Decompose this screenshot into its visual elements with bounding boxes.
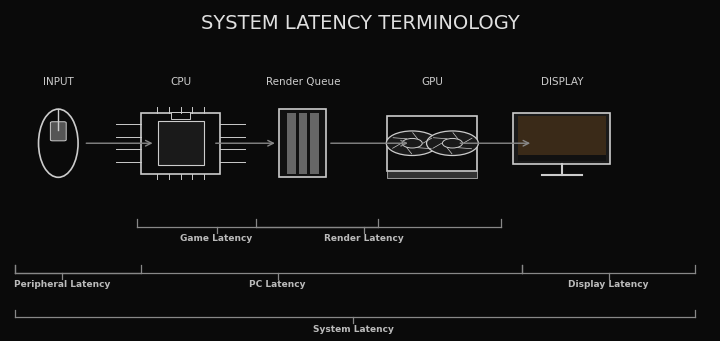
Text: INPUT: INPUT xyxy=(43,77,73,87)
Text: PC Latency: PC Latency xyxy=(249,280,306,289)
Text: Display Latency: Display Latency xyxy=(568,280,649,289)
Text: GPU: GPU xyxy=(421,77,444,87)
Bar xyxy=(299,113,307,174)
Text: Peripheral Latency: Peripheral Latency xyxy=(14,280,110,289)
Text: System Latency: System Latency xyxy=(312,325,394,333)
Bar xyxy=(513,113,611,164)
Text: Game Latency: Game Latency xyxy=(181,234,253,243)
Text: CPU: CPU xyxy=(170,77,191,87)
Text: Render Latency: Render Latency xyxy=(324,234,404,243)
Bar xyxy=(279,109,326,177)
Bar xyxy=(171,112,190,119)
FancyBboxPatch shape xyxy=(50,122,66,141)
Bar xyxy=(387,170,477,178)
Text: SYSTEM LATENCY TERMINOLOGY: SYSTEM LATENCY TERMINOLOGY xyxy=(201,14,520,33)
Bar xyxy=(387,116,477,170)
Bar xyxy=(287,113,296,174)
Bar xyxy=(158,121,204,165)
Bar xyxy=(518,116,606,161)
Text: Render Queue: Render Queue xyxy=(266,77,340,87)
Bar xyxy=(518,155,606,161)
Bar xyxy=(141,113,220,174)
Circle shape xyxy=(386,131,438,155)
Circle shape xyxy=(426,131,478,155)
Text: DISPLAY: DISPLAY xyxy=(541,77,583,87)
Bar xyxy=(310,113,319,174)
